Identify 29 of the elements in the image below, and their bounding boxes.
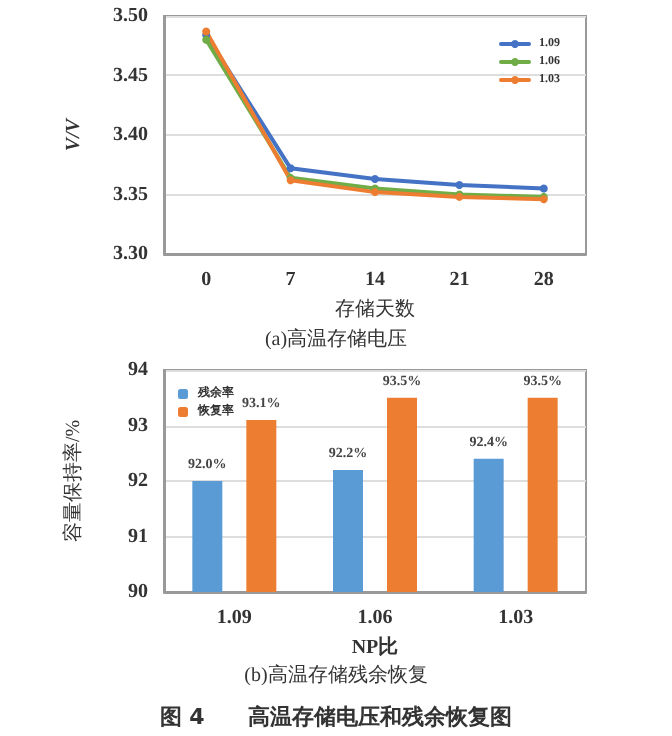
- y-tick-label: 94: [128, 359, 148, 381]
- caption: 图 4 高温存储电压和残余恢复图: [159, 704, 513, 730]
- y-axis-title: 容量保持率/%: [61, 419, 85, 543]
- x-tick-label: 0: [201, 269, 212, 291]
- text: (b)高温存储残余恢复: [244, 663, 428, 687]
- point: [455, 180, 464, 189]
- y-tick-label: 3.40: [113, 124, 148, 146]
- y-tick-label: 91: [128, 525, 148, 548]
- x-axis-title: NP比: [351, 634, 399, 659]
- point: [539, 184, 548, 193]
- y-tick-label: 3.35: [113, 183, 148, 206]
- y-tick-label: 90: [128, 581, 148, 603]
- x-tick-label: 1.09: [216, 607, 252, 629]
- y-tick-label: 3.45: [113, 64, 148, 87]
- x-tick-label: 28: [533, 269, 554, 291]
- y-axis-title: V/V: [63, 116, 85, 152]
- y-tick-label: 93: [128, 414, 148, 437]
- point: [371, 175, 379, 184]
- y-tick-label: 3.50: [113, 5, 148, 27]
- x-tick-label: 21: [449, 269, 470, 291]
- x-tick-label: 7: [285, 269, 296, 291]
- x-tick-label: 1.06: [357, 607, 393, 629]
- point: [286, 164, 295, 173]
- y-tick-label: 92: [128, 470, 148, 492]
- text: (a)高温存储电压: [264, 327, 408, 351]
- x-tick-label: 1.03: [498, 607, 534, 629]
- y-tick-label: 3.30: [113, 243, 148, 265]
- x-axis-title: 存储天数: [335, 296, 415, 321]
- x-tick-label: 14: [365, 269, 385, 291]
